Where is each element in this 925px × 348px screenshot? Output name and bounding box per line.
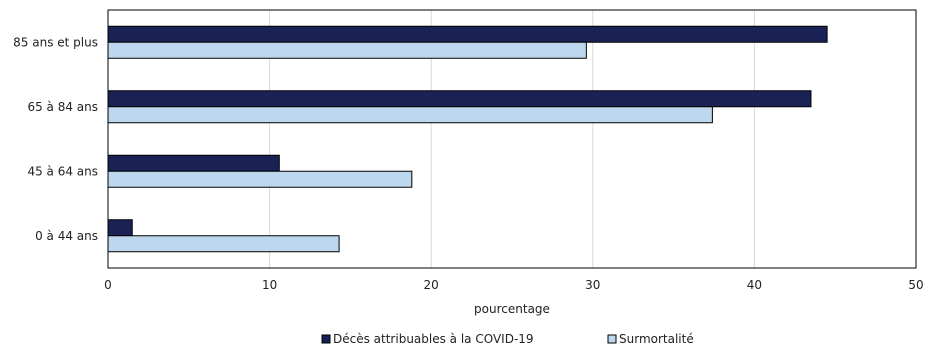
legend: Décès attribuables à la COVID-19 Surmorta… bbox=[321, 332, 694, 346]
x-tick-label: 20 bbox=[424, 278, 439, 292]
bars bbox=[107, 25, 828, 253]
plot-frame bbox=[107, 9, 917, 269]
bar bbox=[107, 25, 828, 43]
y-axis: 85 ans et plus 65 à 84 ans 45 à 64 ans 0 à … bbox=[13, 35, 98, 243]
x-axis: 0 10 20 30 40 50 bbox=[104, 278, 923, 292]
x-axis-label: pourcentage bbox=[474, 302, 550, 316]
legend-label: Surmortalité bbox=[619, 332, 694, 346]
bar bbox=[107, 106, 713, 124]
legend-swatch bbox=[607, 334, 617, 344]
x-tick-label: 40 bbox=[747, 278, 762, 292]
bar bbox=[107, 235, 340, 253]
bar bbox=[107, 154, 280, 172]
x-tick-label: 0 bbox=[104, 278, 112, 292]
y-tick-label: 65 à 84 ans bbox=[27, 100, 98, 114]
x-tick-label: 10 bbox=[262, 278, 277, 292]
bar bbox=[107, 170, 413, 188]
bar bbox=[107, 90, 812, 108]
legend-label: Décès attribuables à la COVID-19 bbox=[333, 332, 534, 346]
y-tick-label: 0 à 44 ans bbox=[35, 229, 98, 243]
legend-swatch bbox=[321, 334, 331, 344]
bar bbox=[107, 41, 587, 59]
x-tick-label: 50 bbox=[908, 278, 923, 292]
y-tick-label: 85 ans et plus bbox=[13, 35, 98, 49]
bar bbox=[107, 219, 133, 237]
y-tick-label: 45 à 64 ans bbox=[27, 164, 98, 178]
x-tick-label: 30 bbox=[585, 278, 600, 292]
